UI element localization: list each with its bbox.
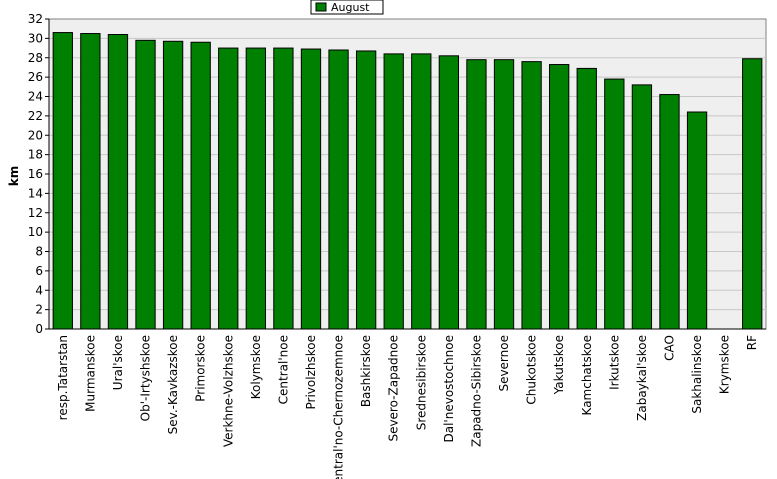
bar <box>521 61 542 330</box>
bar <box>631 84 653 330</box>
y-tick-label: 32 <box>28 12 43 26</box>
y-tick-label: 6 <box>35 264 43 278</box>
bar <box>493 59 515 330</box>
bar <box>411 53 432 330</box>
y-tick-label: 22 <box>28 109 43 123</box>
bar <box>466 59 487 330</box>
bar <box>80 33 101 330</box>
bar <box>686 111 708 330</box>
y-tick-label: 28 <box>28 51 43 65</box>
x-tick-label: Severo-Zapadnoe <box>387 335 401 442</box>
x-tick-label: Zabaykal'skoe <box>635 335 649 421</box>
y-axis-title: km <box>7 166 21 186</box>
bar <box>300 48 322 330</box>
bar <box>107 34 129 330</box>
y-tick-label: 26 <box>28 70 43 84</box>
x-tick-label: Ural'skoe <box>111 335 125 390</box>
x-tick-label: Privolzhskoe <box>304 335 318 409</box>
x-tick-label: Dal'nevostochnoe <box>442 335 456 443</box>
bar <box>52 32 73 330</box>
x-tick-label: Bashkirskoe <box>359 335 373 407</box>
y-tick-label: 18 <box>28 148 43 162</box>
bar <box>245 47 266 330</box>
y-tick-label: 16 <box>28 167 43 181</box>
legend-label-august: August <box>331 1 370 14</box>
x-tick-label: Severnoe <box>497 335 511 392</box>
x-tick-label: Srednesibirskoe <box>414 335 428 430</box>
x-tick-label: Verkhne-Volzhskoe <box>221 335 235 447</box>
legend: August <box>310 0 384 15</box>
y-tick-label: 2 <box>35 303 43 317</box>
x-tick-label: Irkutskoe <box>607 335 621 390</box>
x-axis-labels: resp.Tatarstan Murmanskoe Ural'skoe Ob'-Irt… <box>56 335 759 479</box>
y-tick-label: 10 <box>28 225 43 239</box>
x-tick-label: Kolymskoe <box>249 335 263 399</box>
bar <box>383 53 404 330</box>
bar <box>328 49 349 330</box>
bar <box>218 47 239 330</box>
bar <box>190 41 211 330</box>
x-tick-label: Zapadno-Sibirskoe <box>469 335 483 447</box>
y-tick-label: 20 <box>28 128 43 142</box>
bar <box>438 55 460 330</box>
x-tick-label: Kamchatskoe <box>580 335 594 415</box>
x-tick-label: Murmanskoe <box>83 335 97 412</box>
y-tick-label: 0 <box>35 322 43 336</box>
bar <box>659 94 680 330</box>
bars <box>52 32 763 330</box>
x-tick-label: Sev.-Kavkazskoe <box>166 335 180 434</box>
bar <box>549 64 570 330</box>
x-tick-label: Chukotskoe <box>525 335 539 405</box>
bar <box>742 58 763 330</box>
x-tick-label: RF <box>745 335 759 350</box>
y-tick-label: 12 <box>28 206 43 220</box>
x-tick-label: Sakhalinskoe <box>690 335 704 414</box>
y-tick-label: 4 <box>35 283 43 297</box>
x-tick-label: Central'noe <box>276 335 290 404</box>
y-tick-label: 14 <box>28 186 43 200</box>
bar <box>162 40 184 330</box>
y-tick-label: 8 <box>35 245 43 259</box>
legend-box <box>310 0 384 15</box>
x-tick-label: Primorskoe <box>194 335 208 402</box>
x-tick-label: CAO <box>662 335 676 361</box>
legend-swatch <box>315 2 327 12</box>
x-tick-label: Krymskoe <box>718 335 732 394</box>
bar <box>355 50 377 330</box>
bar <box>135 39 156 330</box>
bar <box>576 67 597 330</box>
bar <box>273 47 294 330</box>
bar <box>604 78 625 330</box>
x-tick-label: Yakutskoe <box>552 335 566 395</box>
y-tick-label: 30 <box>28 31 43 45</box>
x-tick-label: resp.Tatarstan <box>56 335 70 420</box>
x-tick-label: Central'no-Chernozemnoe <box>332 335 346 479</box>
y-tick-label: 24 <box>28 90 43 104</box>
x-tick-label: Ob'-Irtyshskoe <box>139 335 153 421</box>
